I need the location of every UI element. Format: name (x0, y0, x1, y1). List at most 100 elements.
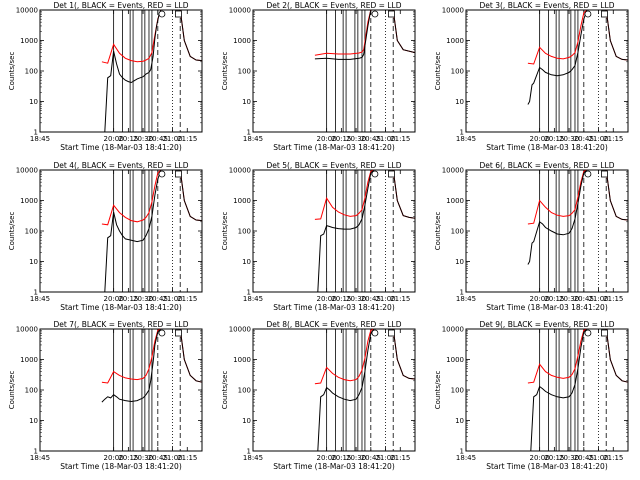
x-tick-label: 21:00 (162, 295, 182, 303)
circle-marker (584, 329, 592, 337)
x-tick-label: 20:15 (118, 454, 138, 462)
square-marker (388, 10, 395, 18)
square-marker (175, 170, 182, 178)
x-tick-label: 21:00 (375, 454, 395, 462)
y-tick-label: 10000 (229, 7, 251, 15)
x-tick-label: 20:30 (346, 295, 366, 303)
plot-frame (465, 9, 629, 133)
x-tick-label: 18:45 (243, 135, 263, 143)
x-tick-label: 21:00 (162, 135, 182, 143)
y-axis-label: Counts/sec (434, 212, 442, 251)
x-axis-label: Start Time (18-Mar-03 18:41:20) (273, 303, 395, 312)
x-tick-label: 20:15 (544, 454, 564, 462)
square-marker (601, 170, 608, 178)
x-axis-label: Start Time (18-Mar-03 18:41:20) (60, 143, 182, 152)
panel-6: Det 6(, BLACK = Events, RED = LLD 1 10 100 1… (434, 161, 629, 312)
x-tick-label: 21:15 (603, 135, 623, 143)
panel-title: Det 1(, BLACK = Events, RED = LLD (54, 1, 189, 10)
events-line (101, 328, 203, 403)
square-marker (175, 329, 182, 337)
y-tick-label: 100 (238, 228, 251, 236)
y-axis-label: Counts/sec (221, 52, 229, 91)
y-axis-label: Counts/sec (8, 212, 16, 251)
y-tick-label: 1 (460, 129, 464, 137)
plot-frame (39, 169, 203, 293)
x-tick-label: 20:00 (317, 135, 337, 143)
x-tick-label: 18:45 (456, 135, 476, 143)
panel-9: Det 9(, BLACK = Events, RED = LLD 1 10 100 1… (434, 320, 629, 471)
y-tick-label: 1 (247, 129, 251, 137)
circle-marker (158, 10, 166, 18)
plot-frame (465, 169, 629, 293)
y-axis-label: Counts/sec (221, 212, 229, 251)
y-tick-label: 1000 (446, 197, 464, 205)
panel-3: Det 3(, BLACK = Events, RED = LLD 1 10 100 1… (434, 1, 629, 152)
y-tick-label: 10000 (16, 167, 38, 175)
y-axis-label: Counts/sec (221, 371, 229, 410)
panel-4: Det 4(, BLACK = Events, RED = LLD 1 10 100 1… (8, 161, 203, 312)
x-tick-label: 20:45 (148, 295, 168, 303)
y-tick-label: 10 (29, 417, 38, 425)
x-tick-label: 21:00 (588, 135, 608, 143)
y-tick-label: 1000 (20, 37, 38, 45)
x-tick-label: 20:30 (133, 295, 153, 303)
x-tick-label: 21:00 (375, 295, 395, 303)
y-tick-label: 1000 (20, 356, 38, 364)
x-tick-label: 21:00 (588, 454, 608, 462)
y-tick-label: 10 (242, 258, 251, 266)
x-axis-label: Start Time (18-Mar-03 18:41:20) (273, 143, 395, 152)
events-line (314, 9, 416, 60)
panel-title: Det 6(, BLACK = Events, RED = LLD (480, 161, 615, 170)
y-tick-label: 100 (451, 387, 464, 395)
circle-marker (584, 10, 592, 18)
panel-title: Det 3(, BLACK = Events, RED = LLD (480, 1, 615, 10)
x-tick-label: 20:45 (148, 135, 168, 143)
plot-frame (39, 9, 203, 133)
y-tick-label: 10 (455, 98, 464, 106)
panel-8: Det 8(, BLACK = Events, RED = LLD 1 10 100 1… (221, 320, 416, 471)
y-tick-label: 1 (34, 289, 38, 297)
events-line (314, 328, 416, 452)
x-tick-label: 18:45 (243, 454, 263, 462)
square-marker (601, 329, 608, 337)
x-tick-label: 18:45 (243, 295, 263, 303)
y-tick-label: 10000 (16, 7, 38, 15)
x-tick-label: 20:00 (530, 295, 550, 303)
x-tick-label: 21:15 (603, 454, 623, 462)
y-tick-label: 10000 (442, 167, 464, 175)
plot-frame (252, 9, 416, 133)
y-tick-label: 1 (247, 448, 251, 456)
square-marker (388, 329, 395, 337)
x-axis-label: Start Time (18-Mar-03 18:41:20) (60, 303, 182, 312)
x-tick-label: 18:45 (30, 295, 50, 303)
y-tick-label: 10 (29, 98, 38, 106)
circle-marker (371, 10, 379, 18)
x-tick-label: 21:15 (177, 454, 197, 462)
x-tick-label: 20:45 (361, 454, 381, 462)
y-tick-label: 10000 (442, 326, 464, 334)
x-tick-label: 20:00 (317, 295, 337, 303)
plot-frame (252, 328, 416, 452)
square-marker (388, 170, 395, 178)
panel-2: Det 2(, BLACK = Events, RED = LLD 1 10 100 1… (221, 1, 416, 152)
y-tick-label: 100 (451, 228, 464, 236)
x-tick-label: 20:30 (133, 454, 153, 462)
x-axis-label: Start Time (18-Mar-03 18:41:20) (60, 462, 182, 471)
x-tick-label: 21:00 (375, 135, 395, 143)
panel-title: Det 2(, BLACK = Events, RED = LLD (267, 1, 402, 10)
events-line (101, 9, 203, 133)
y-tick-label: 100 (25, 68, 38, 76)
y-tick-label: 1000 (446, 37, 464, 45)
circle-marker (371, 329, 379, 337)
x-tick-label: 20:00 (104, 454, 124, 462)
events-line (527, 328, 629, 452)
circle-marker (158, 170, 166, 178)
y-tick-label: 1000 (233, 197, 251, 205)
x-tick-label: 20:00 (530, 135, 550, 143)
panel-title: Det 5(, BLACK = Events, RED = LLD (267, 161, 402, 170)
y-tick-label: 10000 (229, 167, 251, 175)
x-tick-label: 21:15 (603, 295, 623, 303)
x-tick-label: 18:45 (456, 295, 476, 303)
plot-frame (39, 328, 203, 452)
